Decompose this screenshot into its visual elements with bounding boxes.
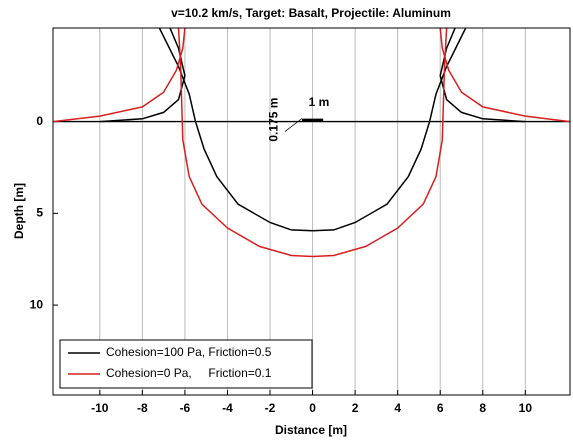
legend-label: Cohesion=0 Pa, Friction=0.1	[106, 366, 272, 380]
annotation: 1 m	[309, 95, 330, 109]
chart-title: v=10.2 km/s, Target: Basalt, Projectile:…	[171, 6, 451, 20]
annotation: 0.175 m	[266, 98, 280, 142]
legend-box	[59, 339, 313, 389]
x-tick-label: 6	[437, 401, 444, 415]
y-axis-label: Depth [m]	[12, 183, 26, 239]
x-tick-label: 2	[352, 401, 359, 415]
x-axis-label: Distance [m]	[275, 423, 347, 437]
x-tick-label: 0	[309, 401, 316, 415]
x-tick-label: -4	[222, 401, 233, 415]
line	[53, 28, 570, 258]
leader	[284, 118, 303, 132]
x-tick-label: 4	[394, 401, 401, 415]
x-tick-label: -6	[180, 401, 191, 415]
x-tick-label: 10	[519, 401, 533, 415]
x-tick-label: -8	[137, 401, 148, 415]
plot-frame	[52, 27, 571, 396]
y-tick-label: 5	[36, 206, 43, 220]
x-tick-label: -2	[265, 401, 276, 415]
y-tick-label: 0	[36, 114, 43, 128]
legend-label: Cohesion=100 Pa, Friction=0.5	[106, 345, 272, 359]
y-tick-label: 10	[30, 297, 44, 311]
x-tick-label: 8	[479, 401, 486, 415]
x-tick-label: -10	[91, 401, 109, 415]
line	[99, 28, 526, 232]
